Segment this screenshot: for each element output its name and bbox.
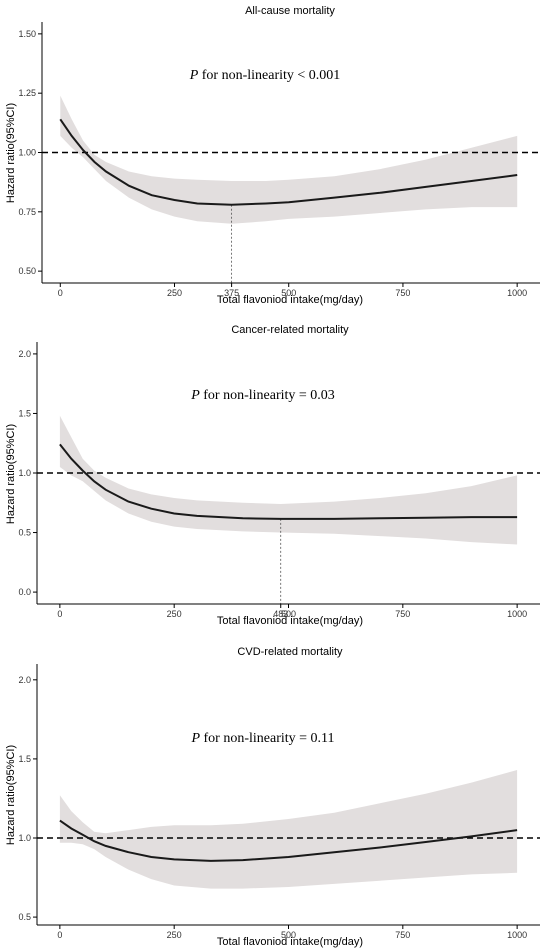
y-tick-label: 0.5 <box>18 528 31 538</box>
y-tick-label: 2.0 <box>18 675 31 685</box>
x-tick-label: 750 <box>395 930 410 940</box>
y-tick-label: 1.0 <box>18 833 31 843</box>
hazard-ratio-curve <box>59 118 518 206</box>
x-tick-label: 483 <box>273 609 288 619</box>
panel-cvd: CVD-related mortality P for non-linearit… <box>5 646 540 948</box>
x-tick-label: 750 <box>395 288 410 298</box>
confidence-band <box>60 95 518 224</box>
x-axis-title: Total flavoniod intake(mg/day) <box>217 936 363 948</box>
x-tick-label: 500 <box>281 930 296 940</box>
x-tick-label: 0 <box>57 930 62 940</box>
p-value-annotation: P for non-linearity = 0.03 <box>190 388 335 403</box>
p-symbol: P <box>190 731 200 746</box>
x-tick-label: 250 <box>167 288 182 298</box>
y-tick-label: 0.50 <box>18 266 36 276</box>
p-text: for non-linearity = 0.11 <box>200 731 335 746</box>
x-tick-label: 750 <box>395 609 410 619</box>
p-symbol: P <box>189 68 199 83</box>
hazard-ratio-curve <box>59 443 518 520</box>
p-text: for non-linearity = 0.03 <box>200 388 335 403</box>
x-tick-label: 375 <box>224 288 239 298</box>
y-axis-title: Hazard ratio(95%CI) <box>5 745 17 845</box>
y-axis-title: Hazard ratio(95%CI) <box>5 103 17 203</box>
x-tick-label: 500 <box>281 288 296 298</box>
x-tick-label: 1000 <box>507 930 527 940</box>
x-tick-label: 0 <box>58 288 63 298</box>
x-tick-label: 1000 <box>507 288 527 298</box>
plot-area: 0 250 500 750 1000 0.5 1.0 1.5 2.0 <box>18 664 540 940</box>
panel-all-cause: All-cause mortality P for non-linearity … <box>5 5 540 306</box>
x-tick-label: 1000 <box>507 609 527 619</box>
y-tick-label: 1.0 <box>18 468 31 478</box>
x-axis-title: Total flavoniod intake(mg/day) <box>217 294 363 306</box>
y-tick-label: 0.5 <box>18 912 31 922</box>
y-axis-title: Hazard ratio(95%CI) <box>5 424 17 524</box>
panel-title: CVD-related mortality <box>237 646 343 658</box>
y-tick-label: 1.5 <box>18 408 31 418</box>
confidence-band <box>59 770 518 889</box>
x-tick-label: 500 <box>281 609 296 619</box>
panel-title: Cancer-related mortality <box>231 324 349 336</box>
y-tick-label: 1.50 <box>18 29 36 39</box>
y-tick-label: 1.5 <box>18 754 31 764</box>
p-value-annotation: P for non-linearity = 0.11 <box>190 731 334 746</box>
y-tick-label: 0.75 <box>18 207 36 217</box>
panel-cancer: Cancer-related mortality P for non-linea… <box>5 324 540 627</box>
plot-area: 0 250 375 500 750 1000 0.50 0.75 1.00 1.25 1.50 <box>18 22 540 298</box>
x-tick-label: 250 <box>167 609 182 619</box>
p-text: for non-linearity < 0.001 <box>198 68 340 83</box>
p-symbol: P <box>190 388 200 403</box>
x-tick-label: 250 <box>167 930 182 940</box>
p-value-annotation: P for non-linearity < 0.001 <box>189 68 341 83</box>
confidence-band <box>59 415 518 545</box>
y-tick-label: 1.25 <box>18 88 36 98</box>
x-tick-label: 0 <box>57 609 62 619</box>
panel-title: All-cause mortality <box>245 5 335 17</box>
y-tick-label: 0.0 <box>18 587 31 597</box>
x-axis-title: Total flavoniod intake(mg/day) <box>217 615 363 627</box>
y-tick-label: 1.00 <box>18 148 36 158</box>
hazard-ratio-curve <box>59 819 518 862</box>
y-tick-label: 2.0 <box>18 349 31 359</box>
